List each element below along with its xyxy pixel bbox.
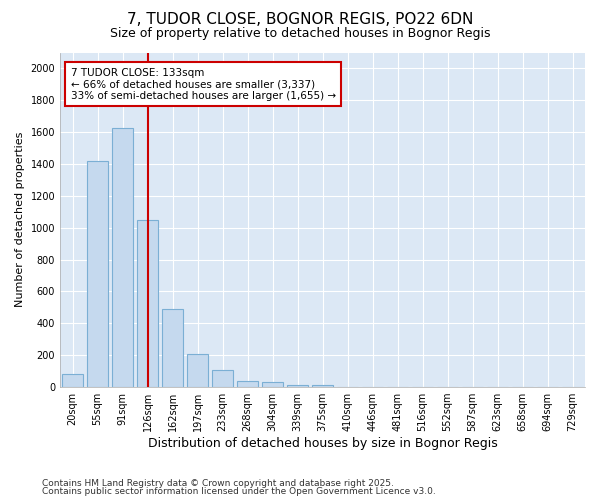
Bar (62, 374, 83, 387)
X-axis label: Distribution of detached houses by size in Bognor Regis: Distribution of detached houses by size … (148, 437, 497, 450)
Bar (262, 382, 283, 387)
Text: 7, TUDOR CLOSE, BOGNOR REGIS, PO22 6DN: 7, TUDOR CLOSE, BOGNOR REGIS, PO22 6DN (127, 12, 473, 28)
Y-axis label: Number of detached properties: Number of detached properties (15, 132, 25, 308)
Text: 7 TUDOR CLOSE: 133sqm
← 66% of detached houses are smaller (3,337)
33% of semi-d: 7 TUDOR CLOSE: 133sqm ← 66% of detached … (71, 68, 335, 101)
Bar (237, 380, 258, 387)
Text: Contains public sector information licensed under the Open Government Licence v3: Contains public sector information licen… (42, 487, 436, 496)
Bar (137, 220, 158, 387)
Bar (87, 161, 108, 387)
Bar (287, 384, 308, 387)
Bar (162, 309, 183, 387)
Bar (187, 354, 208, 387)
Text: Contains HM Land Registry data © Crown copyright and database right 2025.: Contains HM Land Registry data © Crown c… (42, 478, 394, 488)
Text: Size of property relative to detached houses in Bognor Regis: Size of property relative to detached ho… (110, 28, 490, 40)
Bar (112, 128, 133, 387)
Bar (312, 386, 333, 387)
Bar (212, 370, 233, 387)
